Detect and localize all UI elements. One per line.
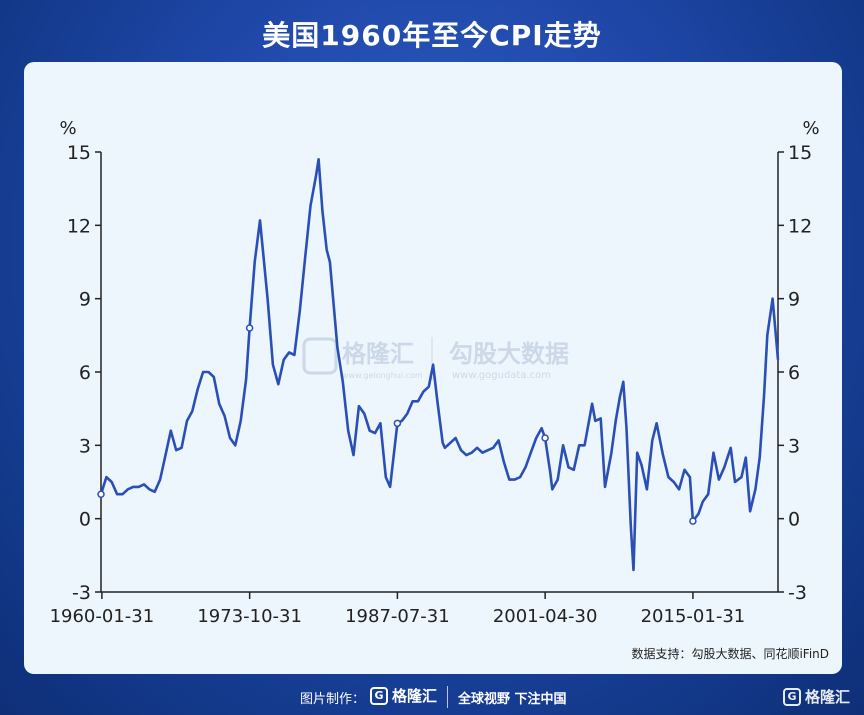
y-tick-label-left: 12 bbox=[67, 215, 91, 237]
y-tick-label-left: -3 bbox=[72, 582, 91, 604]
y-tick-label-left: 9 bbox=[79, 289, 91, 311]
footer: 图片制作： G 格隆汇 全球视野 下注中国 G 格隆汇 bbox=[0, 682, 864, 715]
y-tick-label-right: -3 bbox=[788, 582, 807, 604]
data-point-marker bbox=[245, 324, 254, 332]
cpi-line-chart: 格隆汇 www.gelonghui.com 勾股大数据 www.gogudata… bbox=[50, 118, 829, 661]
cpi-series-line bbox=[99, 158, 780, 572]
axes: -3 -3 0 0 3 3 6 6 9 9 12 12 15 15 1960-01-31 1973-10-31… bbox=[50, 142, 813, 627]
plot-area bbox=[97, 158, 780, 572]
footer-slogan: 全球视野 下注中国 bbox=[458, 692, 567, 707]
x-tick-label: 1960-01-31 bbox=[50, 606, 155, 627]
watermark-brand1-url: www.gelonghui.com bbox=[342, 371, 423, 380]
y-tick-label-left: 6 bbox=[79, 362, 91, 384]
chart-card: 格隆汇 www.gelonghui.com 勾股大数据 www.gogudata… bbox=[24, 62, 842, 674]
y-tick-label-left: 0 bbox=[79, 509, 91, 531]
x-tick-label: 2001-04-30 bbox=[493, 606, 598, 627]
page-title: 美国1960年至今CPI走势 bbox=[262, 19, 602, 52]
y-axis-unit-left: % bbox=[59, 118, 76, 139]
y-tick-label-right: 3 bbox=[788, 435, 800, 457]
data-point-marker bbox=[689, 517, 697, 525]
source-note: 数据支持：勾股大数据、同花顺iFinD bbox=[631, 646, 829, 661]
x-tick-label: 1973-10-31 bbox=[197, 606, 302, 627]
y-tick-label-right: 6 bbox=[788, 362, 800, 384]
corner-logo-text: 格隆汇 bbox=[804, 688, 850, 706]
data-point-marker bbox=[541, 434, 549, 442]
watermark: 格隆汇 www.gelonghui.com 勾股大数据 www.gogudata… bbox=[302, 337, 569, 381]
watermark-brand2: 勾股大数据 bbox=[449, 340, 569, 368]
data-point-marker bbox=[97, 490, 105, 498]
y-tick-label-left: 15 bbox=[67, 142, 91, 164]
y-tick-label-right: 9 bbox=[788, 289, 800, 311]
data-point-marker bbox=[393, 419, 402, 428]
y-tick-label-right: 15 bbox=[788, 142, 812, 164]
footer-divider bbox=[447, 686, 448, 708]
x-tick-label: 1987-07-31 bbox=[345, 606, 450, 627]
x-tick-label: 2015-01-31 bbox=[641, 606, 746, 627]
y-tick-label-right: 0 bbox=[788, 509, 800, 531]
watermark-brand2-url: www.gogudata.com bbox=[452, 370, 551, 381]
corner-logo: G 格隆汇 bbox=[782, 686, 850, 707]
y-tick-label-right: 12 bbox=[788, 215, 812, 237]
watermark-logo-icon bbox=[302, 337, 338, 375]
y-tick-label-left: 3 bbox=[79, 435, 91, 457]
y-axis-unit-right: % bbox=[802, 118, 819, 139]
corner-logo-icon: G bbox=[782, 687, 801, 706]
gelonghui-logo-icon: G bbox=[370, 686, 388, 705]
watermark-brand1: 格隆汇 bbox=[342, 340, 414, 368]
footer-logo-text: 格隆汇 bbox=[392, 687, 438, 705]
footer-credit: 图片制作： bbox=[300, 692, 366, 707]
footer-logo: G 格隆汇 bbox=[370, 685, 437, 706]
